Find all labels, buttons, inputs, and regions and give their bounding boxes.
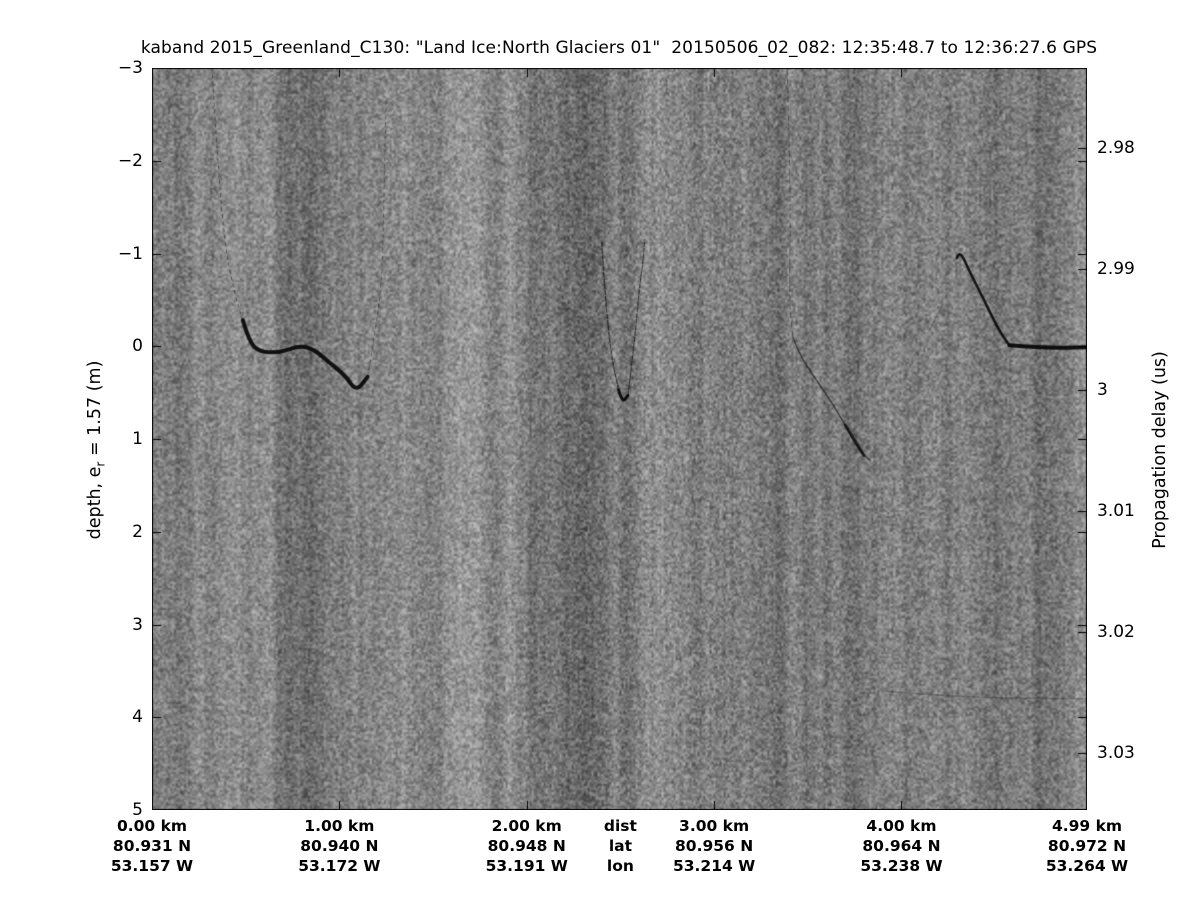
latitude-value: 80.948 N xyxy=(487,837,566,855)
left-tick-label: −2 xyxy=(117,150,143,171)
bottom-axis-column: 0.00 km 80.931 N 53.157 W xyxy=(82,816,222,876)
bottom-axis-row-header: dist xyxy=(603,817,637,835)
chart-title: kaband 2015_Greenland_C130: "Land Ice:No… xyxy=(140,38,1098,58)
latitude-value: 80.956 N xyxy=(675,837,754,855)
distance-value: 3.00 km xyxy=(679,817,750,835)
bottom-axis-row-header: lat xyxy=(608,837,633,855)
left-tick-label: 0 xyxy=(132,336,143,357)
bottom-axis-row-header: lon xyxy=(606,857,634,875)
latitude-value: 80.972 N xyxy=(1047,837,1127,855)
right-tick-label: 2.99 xyxy=(1097,258,1135,279)
left-tick-label: 5 xyxy=(132,800,143,820)
left-axis-label-text: depth, er = 1.57 (m) xyxy=(85,361,108,540)
distance-value: 0.00 km xyxy=(116,817,188,835)
longitude-value: 53.172 W xyxy=(298,857,381,875)
distance-value: 4.99 km xyxy=(1051,817,1123,835)
left-tick-label: 3 xyxy=(132,614,143,635)
longitude-value: 53.157 W xyxy=(110,857,194,875)
left-tick-label: −3 xyxy=(117,58,143,78)
right-tick-label: 2.98 xyxy=(1097,137,1135,158)
longitude-value: 53.238 W xyxy=(860,857,943,875)
left-tick-label: 2 xyxy=(132,521,143,542)
bottom-axis-row-headers: dist lat lon xyxy=(550,816,690,876)
bottom-axis-column: 4.99 km 80.972 N 53.264 W xyxy=(1017,816,1157,876)
left-tick-label: 1 xyxy=(132,429,143,449)
longitude-value: 53.214 W xyxy=(672,857,756,875)
longitude-value: 53.191 W xyxy=(485,857,568,875)
left-tick-label: −1 xyxy=(117,243,143,264)
left-tick-label: 4 xyxy=(132,707,143,728)
right-tick-label: 3.01 xyxy=(1097,500,1135,521)
distance-value: 1.00 km xyxy=(304,817,375,835)
distance-value: 4.00 km xyxy=(866,817,937,835)
latitude-value: 80.940 N xyxy=(300,837,379,855)
left-axis-label-subscript: r xyxy=(93,461,108,467)
bottom-axis-column: 2.00 km 80.948 N 53.191 W xyxy=(457,816,597,876)
right-tick-label: 3 xyxy=(1097,379,1108,400)
right-tick-label: 3.02 xyxy=(1097,621,1135,642)
echogram-canvas xyxy=(152,68,1087,810)
latitude-value: 80.931 N xyxy=(112,837,192,855)
longitude-value: 53.264 W xyxy=(1045,857,1129,875)
bottom-axis-column: 3.00 km 80.956 N 53.214 W xyxy=(644,816,784,876)
bottom-axis-column: 4.00 km 80.964 N 53.238 W xyxy=(831,816,971,876)
right-tick-label: 3.03 xyxy=(1097,742,1135,763)
bottom-axis-column: 1.00 km 80.940 N 53.172 W xyxy=(269,816,409,876)
right-axis-label-text: Propagation delay (us) xyxy=(1150,351,1170,549)
latitude-value: 80.964 N xyxy=(862,837,941,855)
distance-value: 2.00 km xyxy=(491,817,562,835)
